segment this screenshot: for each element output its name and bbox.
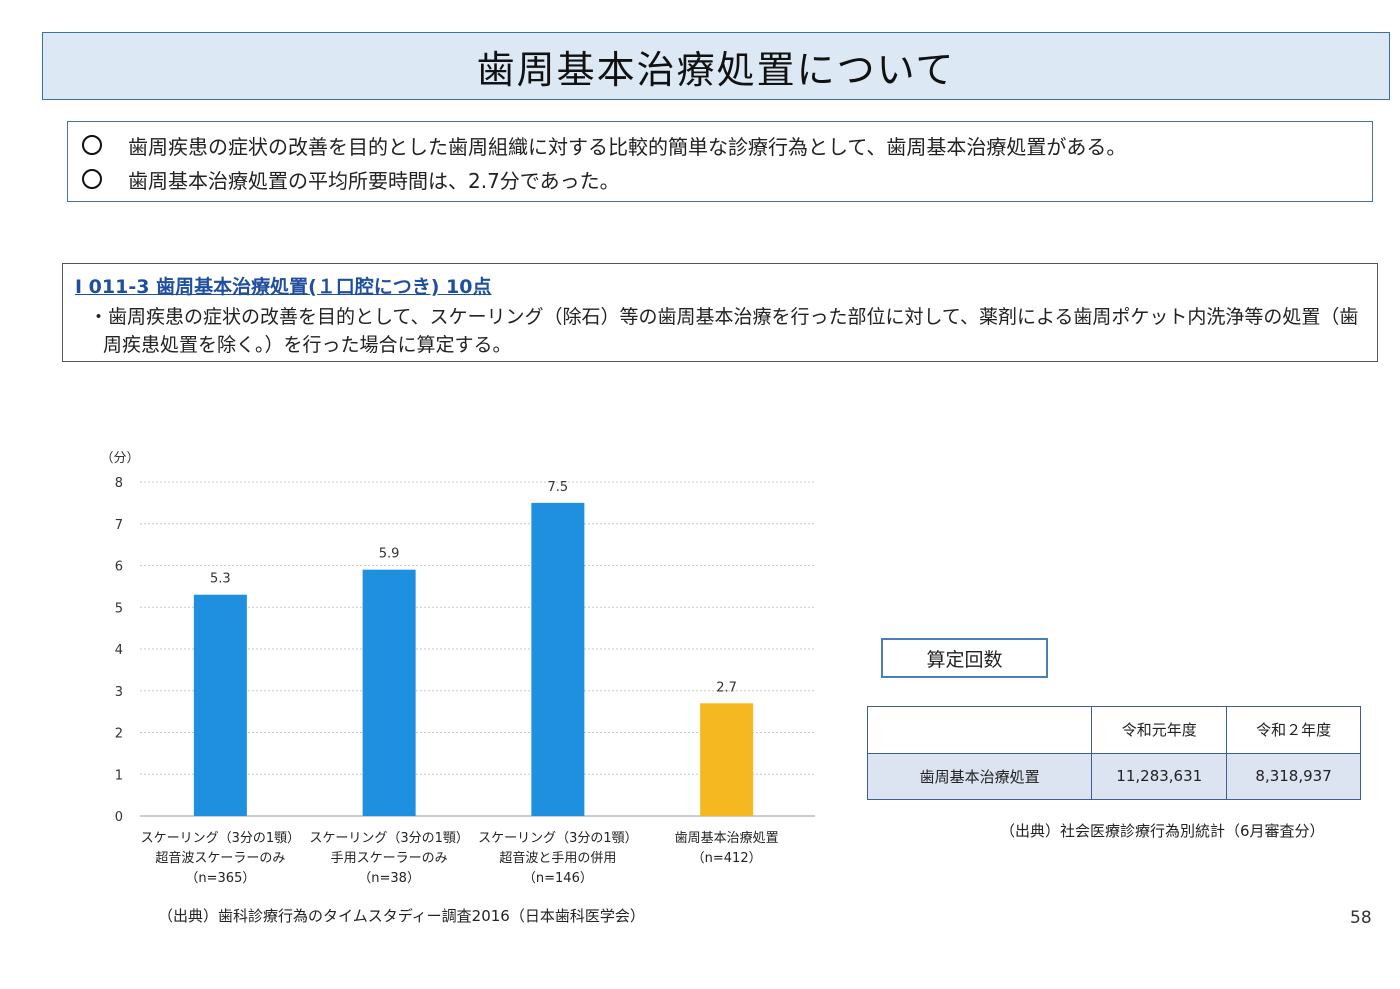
table-cell: 11,283,631 <box>1091 752 1228 800</box>
title-banner: 歯周基本治療処置について <box>42 32 1390 100</box>
rule-box: I 011-3 歯周基本治療処置(１口腔につき) 10点 ・歯周疾患の症状の改善… <box>62 263 1378 362</box>
x-category-label: 超音波と手用の併用 <box>499 850 616 866</box>
x-category-label: （n=412） <box>692 851 762 866</box>
y-tick-label: 2 <box>115 727 123 742</box>
x-category-label: 手用スケーラーのみ <box>331 851 448 866</box>
summary-box: 歯周疾患の症状の改善を目的とした歯周組織に対する比較的簡単な診療行為として、歯周… <box>67 121 1373 202</box>
bar-value-label: 2.7 <box>716 680 737 695</box>
y-tick-label: 5 <box>115 601 123 616</box>
summary-text: 歯周疾患の症状の改善を目的とした歯周組織に対する比較的簡単な診療行為として、歯周… <box>128 134 1127 159</box>
summary-item: 歯周基本治療処置の平均所要時間は、2.7分であった。 <box>82 162 1372 196</box>
x-category-label: （n=38） <box>358 871 420 886</box>
table-header-cell: 令和２年度 <box>1226 706 1361 754</box>
bar-value-label: 5.3 <box>210 572 231 587</box>
y-tick-label: 8 <box>115 476 123 491</box>
y-tick-label: 6 <box>115 560 123 575</box>
x-category-label: 超音波スケーラーのみ <box>155 850 285 866</box>
y-tick-label: 3 <box>115 685 123 700</box>
x-category-label: スケーリング（3分の1顎） <box>141 831 301 846</box>
rule-heading: I 011-3 歯周基本治療処置(１口腔につき) 10点 <box>75 276 492 298</box>
x-category-label: （n=365） <box>185 871 255 886</box>
table-source: （出典）社会医療診療行為別統計（6月審査分） <box>1000 822 1325 840</box>
bar <box>362 569 416 816</box>
bar <box>531 502 585 816</box>
table-cell: 8,318,937 <box>1226 752 1361 800</box>
x-category-label: （n=146） <box>523 871 593 886</box>
table-header-cell: 令和元年度 <box>1091 706 1228 754</box>
table-row: 歯周基本治療処置 11,283,631 8,318,937 <box>866 752 1361 800</box>
bar-value-label: 7.5 <box>548 480 569 495</box>
y-tick-label: 1 <box>115 768 123 783</box>
x-category-label: 歯周基本治療処置 <box>675 831 779 846</box>
y-axis-label: （分） <box>100 451 139 466</box>
bar <box>700 703 754 816</box>
chart-source: （出典）歯科診療行為のタイムスタディー調査2016（日本歯科医学会） <box>158 907 645 925</box>
y-tick-label: 4 <box>115 643 123 658</box>
y-tick-label: 7 <box>115 518 123 533</box>
bar-chart: （分） 0 1 2 3 4 5 6 7 8 5.3 スケーリング（3分の1顎） 超音波スケーラーのみ （n… <box>100 451 815 886</box>
bar-value-label: 5.9 <box>379 547 400 562</box>
x-category-label: スケーリング（3分の1顎） <box>478 831 638 846</box>
circle-bullet-icon <box>82 135 102 155</box>
page-title: 歯周基本治療処置について <box>476 47 956 92</box>
y-tick-label: 0 <box>115 810 123 825</box>
count-table: 令和元年度 令和２年度 歯周基本治療処置 11,283,631 8,318,93… <box>866 706 1361 800</box>
table-cell: 歯周基本治療処置 <box>866 752 1093 800</box>
circle-bullet-icon <box>82 169 102 189</box>
table-header-cell <box>866 706 1093 754</box>
count-title: 算定回数 <box>881 638 1048 678</box>
summary-text: 歯周基本治療処置の平均所要時間は、2.7分であった。 <box>128 168 620 193</box>
x-category-label: スケーリング（3分の1顎） <box>309 831 469 846</box>
summary-item: 歯周疾患の症状の改善を目的とした歯周組織に対する比較的簡単な診療行為として、歯周… <box>82 128 1372 162</box>
bar <box>193 594 247 816</box>
rule-text: ・歯周疾患の症状の改善を目的として、スケーリング（除石）等の歯周基本治療を行った… <box>89 306 1359 356</box>
table-header-row: 令和元年度 令和２年度 <box>866 706 1361 754</box>
page-number: 58 <box>1350 908 1372 928</box>
